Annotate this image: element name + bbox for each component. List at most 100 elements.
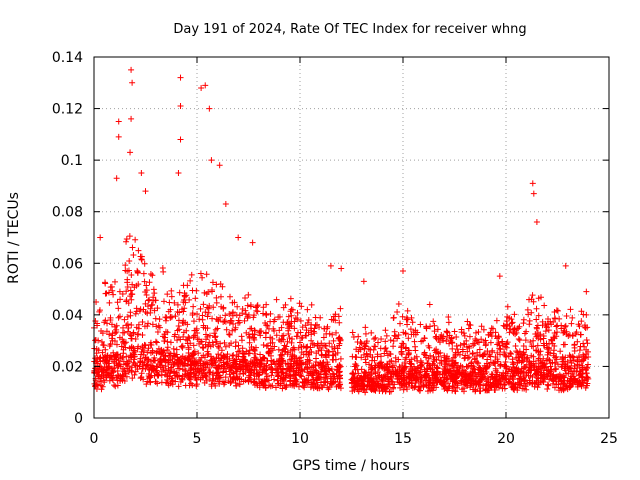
data-point xyxy=(380,386,387,393)
data-point xyxy=(157,359,164,366)
data-point xyxy=(390,337,397,344)
data-point xyxy=(278,335,285,342)
data-point xyxy=(117,296,124,303)
data-point xyxy=(233,356,240,363)
data-point xyxy=(554,329,561,336)
data-point xyxy=(529,292,536,299)
data-point xyxy=(123,236,130,243)
data-point xyxy=(232,343,239,350)
data-point xyxy=(240,354,247,361)
data-point xyxy=(560,327,567,334)
data-point xyxy=(544,381,551,388)
data-point xyxy=(180,317,187,324)
data-point xyxy=(515,335,522,342)
data-point xyxy=(176,309,183,316)
data-point xyxy=(433,333,440,340)
data-point xyxy=(435,353,442,360)
data-point xyxy=(311,341,318,348)
data-point xyxy=(481,350,488,357)
data-point xyxy=(289,351,296,358)
data-point xyxy=(236,381,243,388)
data-point xyxy=(200,344,207,351)
data-point xyxy=(98,328,105,335)
data-point xyxy=(129,375,136,382)
data-point xyxy=(250,335,257,342)
data-point xyxy=(355,333,362,340)
data-point xyxy=(395,332,402,339)
data-point xyxy=(123,288,130,295)
data-point xyxy=(154,363,161,370)
data-point xyxy=(146,374,153,381)
data-point xyxy=(553,378,560,385)
data-point xyxy=(285,313,292,320)
data-point xyxy=(349,353,356,360)
data-point xyxy=(524,381,531,388)
x-tick-label: 25 xyxy=(600,431,618,447)
data-point xyxy=(226,355,233,362)
data-point xyxy=(537,348,544,355)
data-point xyxy=(372,362,379,369)
data-point xyxy=(114,362,121,369)
data-point xyxy=(467,384,474,391)
data-point xyxy=(527,338,534,345)
data-point xyxy=(137,359,144,366)
data-point xyxy=(144,361,151,368)
data-point xyxy=(189,310,196,317)
data-point xyxy=(336,319,343,326)
data-point xyxy=(518,369,525,376)
data-point xyxy=(396,363,403,370)
data-point xyxy=(298,367,305,374)
data-point xyxy=(561,365,568,372)
data-point xyxy=(307,370,314,377)
data-point xyxy=(97,234,104,241)
data-point xyxy=(426,301,433,308)
data-point xyxy=(417,357,424,364)
data-point xyxy=(230,352,237,359)
data-point xyxy=(567,306,574,313)
data-point xyxy=(266,364,273,371)
data-point xyxy=(287,295,294,302)
data-point xyxy=(415,383,422,390)
data-point xyxy=(513,354,520,361)
y-axis-ticks: 0 0.02 0.04 0.06 0.08 0.1 0.12 0.14 xyxy=(52,50,609,427)
data-point xyxy=(466,321,473,328)
data-point xyxy=(574,358,581,365)
data-point xyxy=(422,352,429,359)
data-point xyxy=(504,303,511,310)
data-point xyxy=(128,66,135,73)
data-point xyxy=(475,360,482,367)
data-point xyxy=(294,316,301,323)
data-point xyxy=(254,308,261,315)
data-point xyxy=(534,384,541,391)
data-point xyxy=(466,354,473,361)
data-point xyxy=(478,336,485,343)
data-point xyxy=(205,369,212,376)
data-point xyxy=(147,378,154,385)
data-point xyxy=(204,313,211,320)
data-point xyxy=(569,381,576,388)
data-point xyxy=(259,378,266,385)
data-point xyxy=(412,378,419,385)
data-point xyxy=(497,362,504,369)
data-point xyxy=(394,369,401,376)
data-point xyxy=(107,314,114,321)
data-point xyxy=(322,367,329,374)
data-point xyxy=(257,351,264,358)
data-point xyxy=(94,366,101,373)
data-point xyxy=(168,293,175,300)
data-point xyxy=(523,361,530,368)
data-point xyxy=(355,370,362,377)
data-point xyxy=(191,361,198,368)
data-point xyxy=(222,200,229,207)
data-point xyxy=(540,379,547,386)
data-point xyxy=(299,379,306,386)
data-point xyxy=(571,347,578,354)
data-point xyxy=(311,380,318,387)
data-point xyxy=(451,360,458,367)
data-point xyxy=(185,346,192,353)
data-point xyxy=(449,345,456,352)
data-point xyxy=(121,340,128,347)
data-point xyxy=(215,318,222,325)
data-point xyxy=(333,370,340,377)
data-point xyxy=(557,348,564,355)
